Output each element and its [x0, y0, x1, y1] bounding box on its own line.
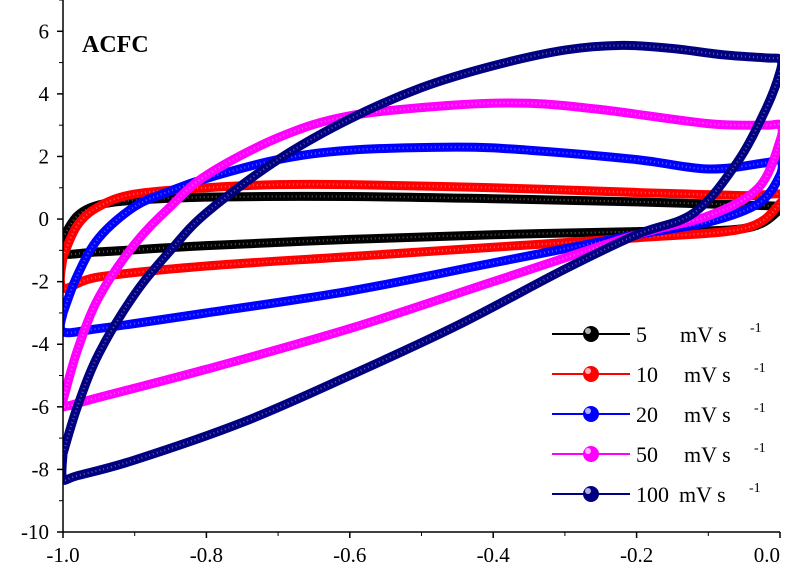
legend-item-20: 20 mV s -1: [552, 401, 766, 427]
legend-unit-exponent: -1: [750, 321, 762, 336]
series-curve-50: [63, 98, 780, 412]
legend-unit-exponent: -1: [749, 481, 761, 496]
x-tick-label: -1.0: [46, 543, 79, 567]
legend-marker: [583, 446, 599, 462]
legend-marker-highlight: [585, 368, 591, 374]
legend-marker-highlight: [585, 328, 591, 334]
legend-unit: mV s: [684, 442, 731, 467]
series-marker-texture-50: [63, 101, 780, 408]
series-marker-texture-100: [63, 44, 780, 482]
x-tick-label: -0.4: [477, 543, 511, 567]
series-marker-texture-20: [63, 146, 780, 334]
legend-label: 20: [636, 402, 658, 427]
legend-marker: [583, 406, 599, 422]
legend-unit: mV s: [684, 402, 731, 427]
y-tick-label: 6: [39, 19, 50, 43]
y-tick-label: -10: [21, 520, 49, 544]
legend-marker-highlight: [585, 408, 591, 414]
y-tick-label: -8: [32, 457, 50, 481]
legend: 5 mV s -1 10 mV s -1 20 mV s -1 50 mV s -1 100 mV s -1: [552, 321, 766, 507]
legend-unit-exponent: -1: [754, 401, 766, 416]
legend-unit: mV s: [680, 322, 727, 347]
y-tick-label: 2: [39, 144, 50, 168]
legend-unit-exponent: -1: [754, 441, 766, 456]
legend-unit: mV s: [684, 362, 731, 387]
legend-marker-highlight: [585, 448, 591, 454]
series-curve-20: [63, 142, 780, 338]
legend-label: 100: [636, 482, 669, 507]
x-tick-label: -0.8: [190, 543, 223, 567]
legend-unit-exponent: -1: [754, 361, 766, 376]
y-tick-label: 4: [39, 82, 50, 106]
legend-item-50: 50 mV s -1: [552, 441, 766, 467]
legend-marker: [583, 366, 599, 382]
y-tick-label: -2: [32, 270, 50, 294]
y-tick-label: -4: [32, 332, 50, 356]
legend-item-100: 100 mV s -1: [552, 481, 761, 507]
y-tick-label: -6: [32, 395, 50, 419]
legend-item-10: 10 mV s -1: [552, 361, 766, 387]
legend-item-5: 5 mV s -1: [552, 321, 762, 347]
legend-marker: [583, 326, 599, 342]
series-curve-100: [63, 40, 780, 485]
legend-marker-highlight: [585, 488, 591, 494]
legend-unit: mV s: [679, 482, 726, 507]
x-tick-label: 0.0: [754, 543, 780, 567]
y-tick-label: 0: [39, 207, 50, 231]
legend-marker: [583, 486, 599, 502]
legend-label: 50: [636, 442, 658, 467]
x-tick-label: -0.6: [333, 543, 366, 567]
series-curve-5: [63, 191, 780, 259]
x-tick-label: -0.2: [620, 543, 653, 567]
legend-label: 5: [636, 322, 647, 347]
legend-label: 10: [636, 362, 658, 387]
chart-title: ACFC: [82, 32, 149, 58]
